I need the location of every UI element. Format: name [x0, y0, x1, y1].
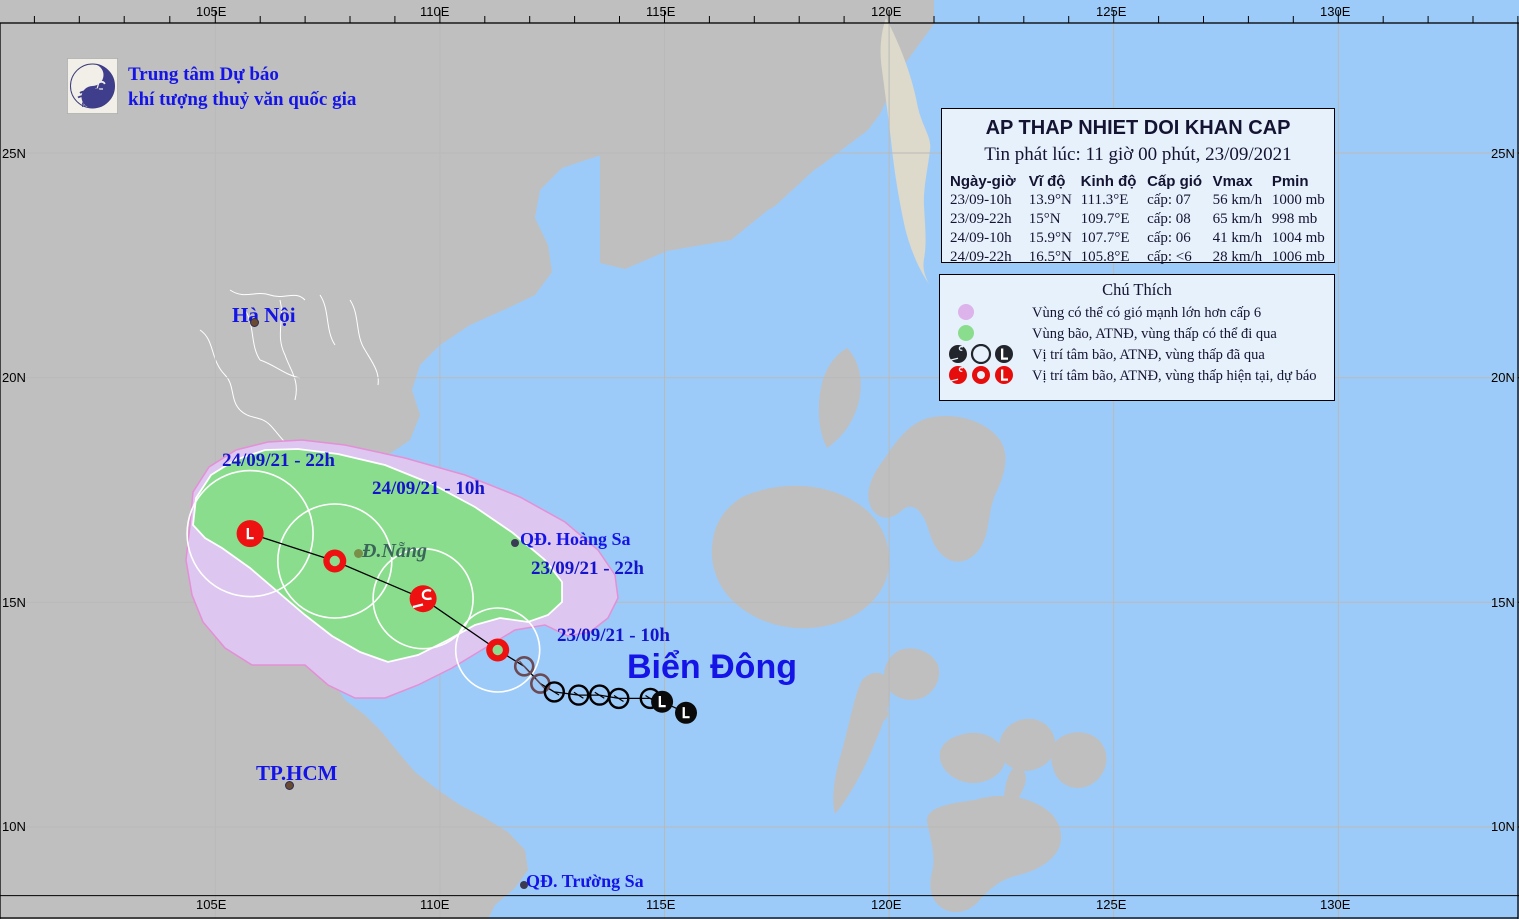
svg-text:NCHMF: NCHMF	[82, 103, 104, 109]
